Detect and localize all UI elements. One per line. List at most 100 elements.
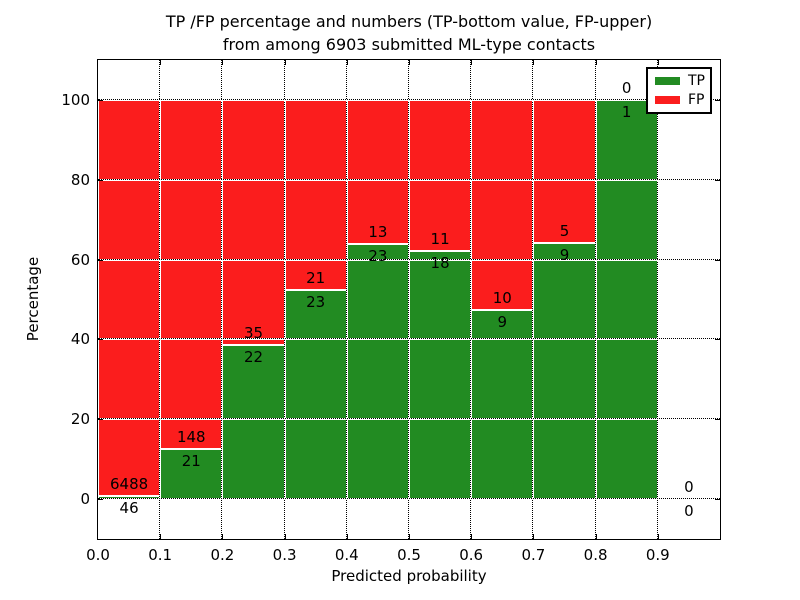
y-tick-label: 100 bbox=[61, 91, 90, 109]
fp-count-label: 0 bbox=[621, 79, 632, 97]
bar-fp-segment bbox=[409, 100, 472, 252]
x-tick-mark-top bbox=[222, 60, 224, 65]
legend-label: TP bbox=[688, 73, 705, 89]
chart-title: TP /FP percentage and numbers (TP-bottom… bbox=[98, 10, 720, 56]
tp-count-label: 46 bbox=[119, 499, 139, 518]
bar-tp-segment bbox=[346, 244, 409, 499]
x-tick-mark-top bbox=[346, 60, 348, 65]
fp-count-label: 10 bbox=[492, 289, 512, 307]
y-axis-label: Percentage bbox=[24, 256, 42, 342]
bar-fp-segment bbox=[284, 100, 347, 291]
tp-count-label: 23 bbox=[368, 247, 388, 266]
y-tick-mark-right bbox=[715, 419, 720, 421]
x-tick-mark-bottom bbox=[346, 534, 348, 539]
vertical-gridline bbox=[159, 60, 162, 539]
legend: TP FP bbox=[646, 67, 712, 114]
plot-area: TP FP 6488 46 148 21 35 22 21 23 13 23 11 18 10 9 5 9 0 1 0… bbox=[97, 59, 721, 540]
tp-swatch-icon bbox=[655, 77, 680, 85]
fp-count-label: 21 bbox=[306, 269, 326, 288]
x-axis-label: Predicted probability bbox=[331, 567, 487, 585]
vertical-gridline bbox=[656, 60, 659, 539]
x-tick-label: 0.7 bbox=[521, 546, 546, 564]
fp-swatch-icon bbox=[655, 96, 680, 104]
bar-tp-segment bbox=[471, 310, 534, 499]
x-tick-mark-bottom bbox=[160, 534, 162, 539]
tp-count-label: 9 bbox=[559, 245, 570, 264]
horizontal-gridline bbox=[98, 338, 720, 341]
y-tick-mark-left bbox=[98, 179, 103, 181]
y-tick-mark-right bbox=[715, 100, 720, 101]
bar-fp-segment bbox=[98, 100, 161, 497]
x-tick-mark-bottom bbox=[222, 534, 224, 539]
bar-tp-segment bbox=[595, 100, 658, 499]
tp-count-label: 21 bbox=[181, 452, 201, 471]
y-tick-mark-left bbox=[98, 259, 103, 261]
x-tick-label: 0.3 bbox=[272, 546, 297, 564]
vertical-gridline bbox=[345, 60, 348, 539]
y-tick-mark-left bbox=[98, 499, 103, 500]
x-tick-label: 0.0 bbox=[86, 546, 110, 564]
y-tick-mark-left bbox=[98, 419, 103, 421]
y-tick-label: 40 bbox=[70, 330, 90, 349]
x-tick-mark-bottom bbox=[657, 534, 659, 539]
y-tick-mark-right bbox=[715, 499, 720, 500]
fp-count-label: 11 bbox=[430, 230, 450, 249]
y-tick-mark-right bbox=[715, 259, 720, 261]
y-tick-label: 60 bbox=[70, 250, 90, 269]
fp-count-label: 35 bbox=[243, 324, 264, 342]
y-tick-mark-left bbox=[98, 339, 103, 341]
fp-count-label: 148 bbox=[176, 428, 206, 447]
x-tick-mark-top bbox=[533, 60, 535, 65]
x-tick-mark-top bbox=[160, 60, 162, 65]
horizontal-gridline bbox=[98, 99, 720, 101]
vertical-gridline bbox=[221, 60, 224, 539]
y-tick-mark-right bbox=[715, 339, 720, 341]
x-tick-mark-top bbox=[657, 60, 659, 65]
fp-count-label: 5 bbox=[559, 221, 570, 240]
y-tick-label: 80 bbox=[70, 170, 90, 189]
vertical-gridline bbox=[470, 60, 473, 539]
y-tick-label: 20 bbox=[70, 410, 90, 429]
bar-fp-segment bbox=[471, 100, 534, 310]
x-tick-mark-bottom bbox=[533, 534, 535, 539]
bar-tp-segment bbox=[222, 345, 285, 499]
x-tick-mark-top bbox=[471, 60, 473, 65]
x-tick-mark-bottom bbox=[471, 534, 473, 539]
horizontal-gridline bbox=[98, 258, 720, 261]
legend-entry-fp: FP bbox=[655, 92, 705, 108]
bar-fp-segment bbox=[222, 100, 285, 345]
x-tick-label: 0.8 bbox=[583, 546, 608, 564]
horizontal-gridline bbox=[98, 418, 720, 421]
fp-count-label: 6488 bbox=[110, 475, 149, 494]
y-tick-mark-right bbox=[715, 179, 720, 181]
bar-tp-segment bbox=[409, 251, 472, 499]
legend-entry-tp: TP bbox=[655, 73, 705, 89]
bar-tp-segment bbox=[533, 242, 596, 499]
x-tick-label: 0.1 bbox=[148, 546, 173, 564]
y-tick-label: 0 bbox=[80, 490, 90, 508]
x-tick-mark-bottom bbox=[284, 534, 286, 539]
chart-title-line2: from among 6903 submitted ML-type contac… bbox=[222, 35, 596, 54]
horizontal-gridline bbox=[98, 178, 720, 181]
bar-fp-segment bbox=[160, 100, 223, 450]
x-tick-mark-top bbox=[595, 60, 597, 65]
chart-title-line1: TP /FP percentage and numbers (TP-bottom… bbox=[165, 12, 653, 31]
fp-count-label: 0 bbox=[684, 478, 694, 496]
tp-count-label: 9 bbox=[497, 313, 508, 331]
vertical-gridline bbox=[594, 60, 597, 539]
tp-count-label: 18 bbox=[430, 254, 450, 273]
tp-count-label: 0 bbox=[684, 502, 694, 520]
x-tick-mark-top bbox=[409, 60, 410, 65]
fp-count-label: 13 bbox=[368, 223, 388, 242]
vertical-gridline bbox=[532, 60, 535, 539]
vertical-gridline bbox=[408, 60, 410, 539]
x-tick-mark-bottom bbox=[409, 534, 410, 539]
x-tick-label: 0.6 bbox=[459, 546, 484, 564]
tp-count-label: 1 bbox=[621, 103, 632, 121]
x-tick-mark-top bbox=[284, 60, 286, 65]
bar-tp-segment bbox=[284, 290, 347, 499]
x-tick-label: 0.4 bbox=[334, 546, 359, 564]
x-tick-label: 0.9 bbox=[645, 546, 670, 564]
legend-label: FP bbox=[688, 92, 705, 108]
